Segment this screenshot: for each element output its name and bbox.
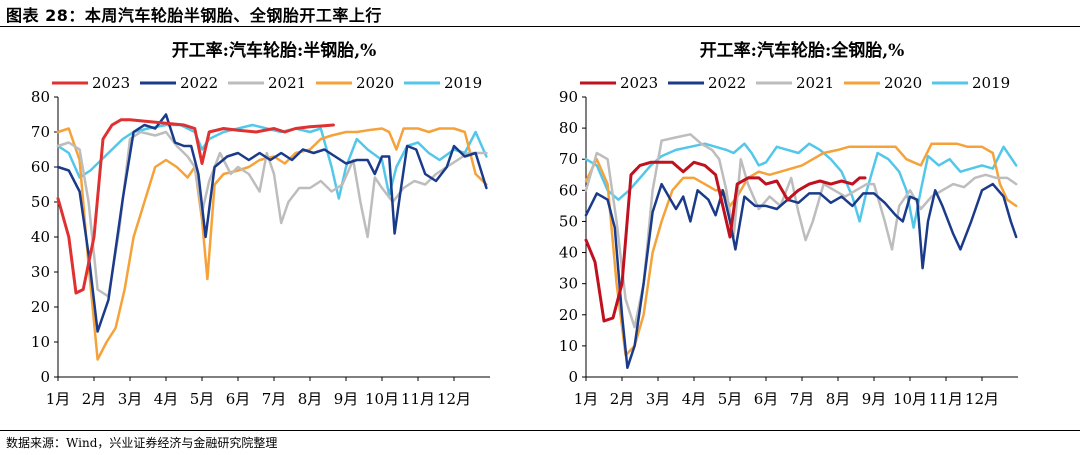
x-tick-label: 12月 bbox=[965, 390, 999, 408]
series-line-2019 bbox=[584, 142, 1018, 229]
series-line-2023 bbox=[56, 118, 335, 295]
legend: 2023 2022 2021 2020 2019 bbox=[52, 74, 482, 92]
x-tick-label: 2月 bbox=[82, 390, 107, 408]
chart-title: 开工率:汽车轮胎:半钢胎,% bbox=[172, 40, 377, 61]
bottom-rule bbox=[0, 430, 1080, 431]
source-note: 数据来源：Wind，兴业证券经济与金融研究院整理 bbox=[6, 436, 278, 450]
legend-label-2020: 2020 bbox=[356, 74, 394, 92]
x-tick-label: 2月 bbox=[610, 390, 635, 408]
x-tick-label: 6月 bbox=[754, 390, 779, 408]
y-tick-label: 50 bbox=[31, 193, 50, 211]
series-line-2021 bbox=[584, 133, 1018, 329]
x-tick-label: 12月 bbox=[437, 390, 471, 408]
y-tick-label: 0 bbox=[568, 368, 578, 386]
legend-label-2021: 2021 bbox=[268, 74, 306, 92]
y-tick-label: 20 bbox=[31, 298, 50, 316]
x-tick-label: 10月 bbox=[893, 390, 927, 408]
y-tick-label: 10 bbox=[31, 333, 50, 351]
x-tick-label: 5月 bbox=[190, 390, 215, 408]
legend-label-2019: 2019 bbox=[444, 74, 482, 92]
y-tick-label: 60 bbox=[31, 158, 50, 176]
top-rule bbox=[0, 26, 1080, 27]
x-tick-label: 7月 bbox=[790, 390, 815, 408]
y-tick-label: 30 bbox=[559, 275, 578, 293]
series-line-2023 bbox=[584, 160, 867, 323]
x-tick-label: 9月 bbox=[334, 390, 359, 408]
y-tick-label: 70 bbox=[31, 123, 50, 141]
legend-label-2021: 2021 bbox=[796, 74, 834, 92]
x-tick-label: 10月 bbox=[365, 390, 399, 408]
x-tick-label: 7月 bbox=[262, 390, 287, 408]
x-tick-label: 3月 bbox=[118, 390, 143, 408]
legend-label-2023: 2023 bbox=[620, 74, 658, 92]
series-line-2020 bbox=[584, 142, 1018, 357]
x-tick-label: 5月 bbox=[718, 390, 743, 408]
x-tick-label: 1月 bbox=[574, 390, 599, 408]
x-tick-label: 6月 bbox=[226, 390, 251, 408]
legend-label-2020: 2020 bbox=[884, 74, 922, 92]
y-tick-label: 80 bbox=[559, 119, 578, 137]
y-tick-label: 40 bbox=[31, 228, 50, 246]
x-tick-label: 11月 bbox=[401, 390, 435, 408]
legend-label-2022: 2022 bbox=[708, 74, 746, 92]
chart-title: 开工率:汽车轮胎:全钢胎,% bbox=[700, 40, 905, 61]
series-line-2022 bbox=[584, 182, 1018, 369]
chart-all-steel-tire: 开工率:汽车轮胎:全钢胎,% 2023 2022 2021 2020 2019 0 10 20 3… bbox=[559, 40, 1018, 408]
legend-label-2023: 2023 bbox=[92, 74, 130, 92]
figure-title: 图表 28：本周汽车轮胎半钢胎、全钢胎开工率上行 bbox=[6, 6, 382, 25]
y-tick-label: 40 bbox=[559, 244, 578, 262]
x-tick-label: 8月 bbox=[826, 390, 851, 408]
y-tick-label: 0 bbox=[40, 368, 50, 386]
x-tick-label: 9月 bbox=[862, 390, 887, 408]
x-tick-label: 8月 bbox=[298, 390, 323, 408]
series-line-2020 bbox=[56, 127, 488, 361]
legend: 2023 2022 2021 2020 2019 bbox=[580, 74, 1010, 92]
series-line-2019 bbox=[56, 123, 488, 200]
y-tick-label: 70 bbox=[559, 150, 578, 168]
x-tick-label: 11月 bbox=[929, 390, 963, 408]
y-tick-label: 20 bbox=[559, 306, 578, 324]
y-tick-label: 50 bbox=[559, 212, 578, 230]
chart-semi-steel-tire: 开工率:汽车轮胎:半钢胎,% 2023 2022 2021 2020 2019 0 10 20 3… bbox=[31, 40, 490, 408]
y-tick-label: 30 bbox=[31, 263, 50, 281]
x-tick-label: 3月 bbox=[646, 390, 671, 408]
x-tick-label: 4月 bbox=[682, 390, 707, 408]
x-tick-label: 1月 bbox=[46, 390, 71, 408]
x-tick-label: 4月 bbox=[154, 390, 179, 408]
y-tick-label: 10 bbox=[559, 337, 578, 355]
y-tick-label: 90 bbox=[559, 88, 578, 106]
series-line-2022 bbox=[56, 113, 488, 333]
legend-label-2019: 2019 bbox=[972, 74, 1010, 92]
legend-label-2022: 2022 bbox=[180, 74, 218, 92]
y-tick-label: 80 bbox=[31, 88, 50, 106]
y-tick-label: 60 bbox=[559, 181, 578, 199]
